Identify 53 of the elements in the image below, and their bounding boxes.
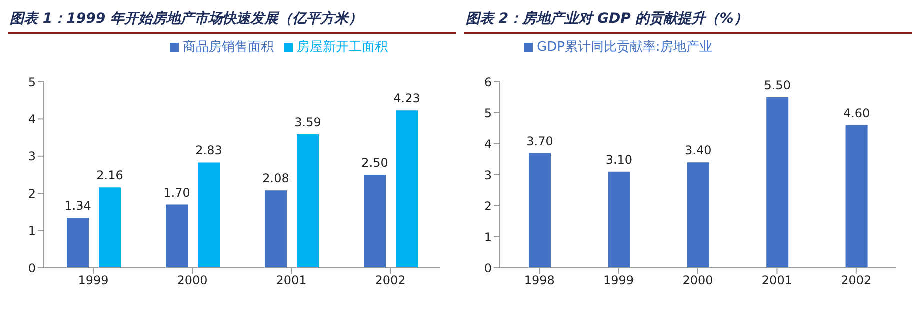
- data-label: 1.34: [64, 199, 92, 214]
- data-label: 2.16: [96, 168, 124, 183]
- y-tick-label: 1: [28, 224, 36, 238]
- y-tick-label: 3: [484, 168, 492, 182]
- bar: [297, 134, 319, 268]
- y-tick-label: 0: [484, 261, 492, 276]
- bar: [608, 172, 630, 268]
- x-tick-label: 2000: [682, 274, 714, 288]
- x-tick-label: 2000: [177, 274, 208, 288]
- x-tick-label: 2001: [762, 274, 792, 288]
- chart-title: 图表 1：1999 年开始房地产市场快速发展（亿平方米）: [8, 8, 456, 34]
- data-label: 5.50: [764, 78, 791, 92]
- data-label: 3.10: [606, 152, 633, 167]
- bar: [687, 162, 710, 268]
- y-tick-label: 2: [484, 199, 492, 214]
- x-tick-label: 1999: [604, 274, 634, 288]
- bar: [67, 218, 89, 268]
- y-tick-label: 2: [28, 186, 36, 201]
- x-tick-label: 1999: [78, 274, 109, 288]
- y-tick-label: 5: [484, 106, 492, 120]
- data-label: 2.08: [262, 172, 290, 186]
- bar: [846, 125, 868, 268]
- x-tick-label: 2002: [375, 274, 406, 288]
- legend-label: 房屋新开工面积: [297, 40, 388, 55]
- bar: [265, 190, 287, 268]
- bar: [396, 110, 418, 268]
- bar: [766, 98, 789, 268]
- data-label: 2.83: [196, 144, 222, 158]
- data-label: 1.70: [164, 186, 190, 200]
- bar: [364, 175, 386, 268]
- y-tick-label: 5: [28, 75, 36, 90]
- y-tick-label: 0: [28, 261, 36, 276]
- data-label: 3.40: [685, 144, 712, 158]
- legend-label: 商品房销售面积: [183, 40, 274, 55]
- y-tick-label: 4: [484, 137, 492, 152]
- chart-title: 图表 2：房地产业对 GDP 的贡献提升（%）: [464, 8, 912, 34]
- bar: [529, 153, 551, 268]
- bar: [198, 162, 220, 268]
- y-tick-label: 4: [28, 112, 36, 126]
- x-tick-label: 2002: [841, 274, 872, 288]
- x-tick-label: 2001: [276, 274, 307, 288]
- y-tick-label: 3: [28, 150, 36, 164]
- bar: [166, 204, 188, 268]
- data-label: 4.23: [394, 92, 420, 106]
- legend-label: GDP累计同比贡献率:房地产业: [537, 40, 712, 55]
- y-tick-label: 1: [484, 230, 492, 244]
- x-tick-label: 1998: [524, 274, 555, 288]
- data-label: 3.70: [526, 134, 554, 148]
- bar: [99, 188, 121, 268]
- y-tick-label: 6: [484, 75, 492, 90]
- data-label: 4.60: [843, 106, 870, 120]
- data-label: 2.50: [362, 156, 388, 170]
- data-label: 3.59: [294, 115, 322, 130]
